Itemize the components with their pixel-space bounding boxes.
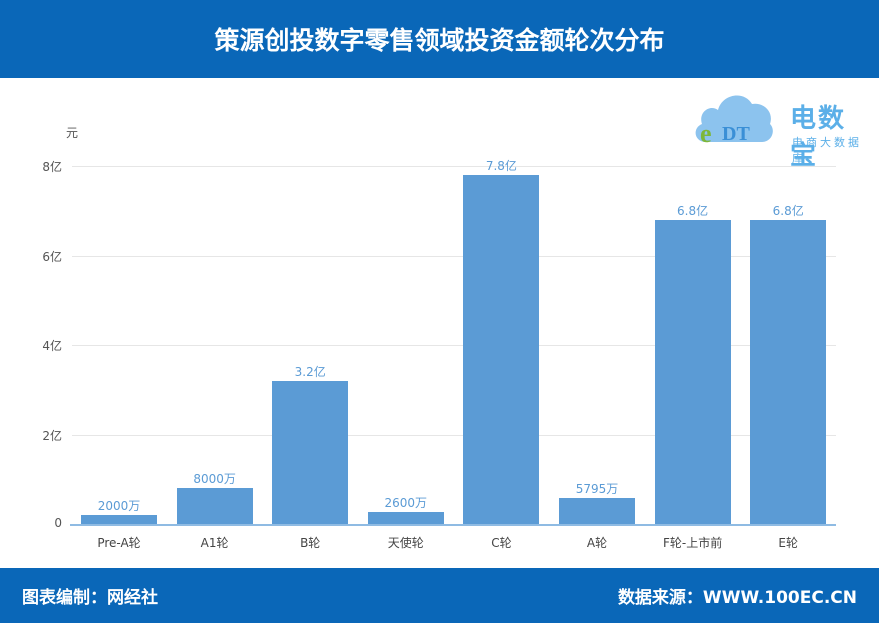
bar[interactable]: [654, 219, 731, 524]
x-tick-label: Pre-A轮: [97, 536, 141, 550]
bar-value-label: 2600万: [384, 496, 428, 511]
bar[interactable]: [176, 488, 253, 524]
y-axis-unit: 元: [66, 126, 79, 140]
chart-title: 策源创投数字零售领域投资金额轮次分布: [214, 26, 665, 55]
x-tick-label: F轮-上市前: [662, 536, 723, 550]
bar-value-label: 7.8亿: [485, 158, 517, 173]
svg-text:e: e: [700, 119, 712, 148]
y-tick-label: 4亿: [42, 339, 62, 353]
bar-value-label: 6.8亿: [677, 203, 709, 218]
y-tick-label: 8亿: [42, 160, 62, 174]
x-tick-label: E轮: [778, 536, 798, 550]
compiled-by: 图表编制：网经社: [22, 588, 158, 608]
gridline: [72, 166, 836, 167]
gridline: [72, 345, 836, 346]
logo-subtitle: 电商大数据库: [792, 136, 862, 165]
x-tick-label: A轮: [586, 536, 608, 550]
x-tick-label: A1轮: [200, 536, 229, 550]
bar[interactable]: [750, 219, 827, 524]
y-tick-label: 0: [54, 516, 62, 530]
edt-logo: e DT 电数宝 电商大数据库: [692, 84, 872, 171]
chart-footer: 图表编制：网经社 数据来源：WWW.100EC.CN: [0, 568, 879, 623]
bar-value-label: 6.8亿: [772, 203, 804, 218]
cloud-logo-icon: e DT: [695, 95, 773, 148]
x-axis-line: [70, 524, 836, 526]
y-tick-label: 2亿: [42, 428, 62, 443]
bar-value-label: 3.2亿: [294, 364, 326, 379]
gridline: [72, 434, 836, 436]
bar[interactable]: [559, 498, 635, 524]
bar-value-label: 8000万: [193, 472, 236, 487]
bar[interactable]: [367, 512, 444, 524]
svg-text:DT: DT: [722, 123, 750, 145]
gridline: [72, 255, 836, 257]
x-tick-label: 天使轮: [387, 536, 424, 550]
x-tick-label: C轮: [491, 536, 512, 550]
y-tick-label: 6亿: [42, 249, 62, 264]
bar[interactable]: [272, 380, 349, 524]
bar[interactable]: [463, 174, 540, 524]
chart-header: 策源创投数字零售领域投资金额轮次分布: [0, 0, 879, 78]
bar-value-label: 2000万: [97, 499, 141, 514]
data-source: 数据来源：WWW.100EC.CN: [617, 588, 857, 608]
x-tick-label: B轮: [300, 536, 321, 550]
logo-brand: 电数宝: [790, 104, 847, 171]
bar[interactable]: [81, 515, 157, 524]
bar-value-label: 5795万: [575, 482, 619, 497]
